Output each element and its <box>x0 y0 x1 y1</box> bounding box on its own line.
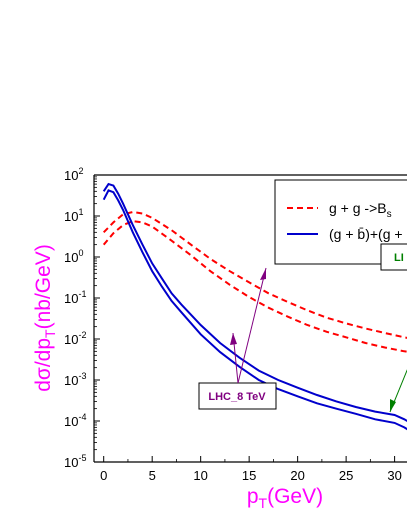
series-line-2 <box>102 182 407 423</box>
axes-layer <box>93 174 407 463</box>
y-tick-label-exponent: -5 <box>78 453 86 463</box>
annotation-lhc-other-text: LI <box>394 252 404 264</box>
x-tick-label: 30 <box>387 468 401 483</box>
y-tick-label: 100 <box>64 248 83 265</box>
y-tick-label-exponent: 1 <box>78 207 83 217</box>
y-tick-label-base: 10 <box>64 250 78 265</box>
y-tick-label-base: 10 <box>64 455 78 470</box>
annotation-lhc8-box <box>198 382 277 410</box>
y-tick-label: 10-4 <box>64 412 86 429</box>
y-tick-label-exponent: -1 <box>78 289 86 299</box>
y-tick-label: 101 <box>64 207 83 224</box>
y-axis-title-sub: T <box>42 329 58 338</box>
annotation-lhc-other-box <box>380 243 407 271</box>
series-line-1 <box>102 220 407 353</box>
x-axis-title: pT(GeV) <box>247 485 323 511</box>
x-tick-label: 10 <box>193 468 207 483</box>
y-axis-title-unit: (nb/GeV) <box>32 244 55 329</box>
y-tick-label: 10-5 <box>64 453 86 470</box>
legend-label-gg-main: g + g ->B <box>329 200 387 216</box>
y-tick-label: 10-3 <box>64 371 86 388</box>
y-tick-label: 102 <box>64 166 83 183</box>
y-tick-label-base: 10 <box>64 414 78 429</box>
y-tick-label-base: 10 <box>64 209 78 224</box>
x-ticks: 0 5 10 15 20 25 30 <box>100 456 402 483</box>
annotation-lhc8-arrow <box>237 267 267 384</box>
y-tick-label-base: 10 <box>64 332 78 347</box>
legend: g + g ->Bs (g + b̄)+(g + <box>274 179 407 265</box>
y-tick-label-base: 10 <box>64 291 78 306</box>
y-axis-title-main: dσ/dp <box>32 338 55 392</box>
arrowhead-icon <box>230 333 237 345</box>
x-tick-label: 5 <box>149 468 156 483</box>
x-axis-title-unit: (GeV) <box>267 485 323 508</box>
curves-layer <box>102 182 407 431</box>
annotation-lhc8: LHC_8 TeV <box>198 267 277 410</box>
annotation-lhc8-text: LHC_8 TeV <box>208 391 266 403</box>
y-tick-label: 10-1 <box>64 289 86 306</box>
arrowhead-icon <box>390 399 396 412</box>
legend-label-gg-sub: s <box>387 209 392 220</box>
y-tick-label-exponent: 0 <box>78 248 83 258</box>
annotation-lhc-other: LI <box>380 243 407 413</box>
series-line-3 <box>102 189 407 431</box>
x-axis-title-main: p <box>247 485 259 508</box>
y-tick-label: 10-2 <box>64 330 86 347</box>
legend-label-gb: (g + b̄)+(g + <box>329 226 403 242</box>
y-tick-label-exponent: -2 <box>78 330 86 340</box>
y-axis-title: dσ/dpT(nb/GeV) <box>32 244 58 392</box>
y-tick-label-base: 10 <box>64 168 78 183</box>
x-axis-title-sub: T <box>259 495 268 511</box>
legend-label-gg: g + g ->Bs <box>329 200 392 220</box>
y-tick-label-exponent: -4 <box>78 412 86 422</box>
y-tick-label-base: 10 <box>64 373 78 388</box>
x-tick-label: 0 <box>100 468 107 483</box>
x-tick-label: 15 <box>242 468 256 483</box>
arrowhead-icon <box>260 268 266 280</box>
x-tick-label: 25 <box>339 468 353 483</box>
y-tick-label-exponent: 2 <box>78 166 83 176</box>
series-line-0 <box>102 210 407 339</box>
y-tick-label-exponent: -3 <box>78 371 86 381</box>
x-tick-label: 20 <box>290 468 304 483</box>
